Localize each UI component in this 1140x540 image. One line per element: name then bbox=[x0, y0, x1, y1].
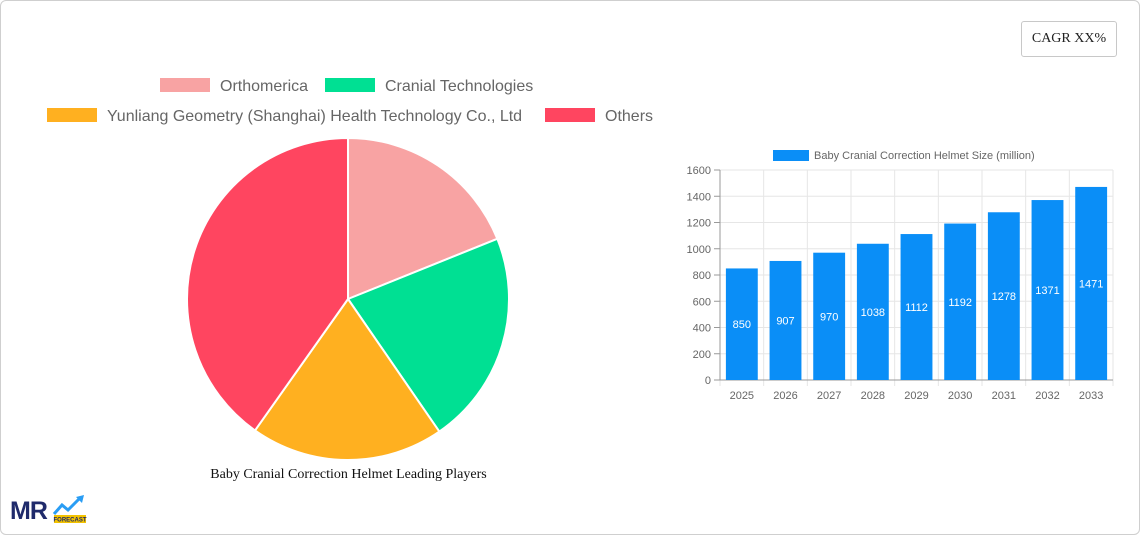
bar-data-label: 1371 bbox=[1035, 285, 1059, 297]
x-tick-label: 2027 bbox=[817, 390, 841, 402]
bar-chart: Baby Cranial Correction Helmet Size (mil… bbox=[687, 150, 1114, 402]
x-tick-label: 2025 bbox=[730, 390, 754, 402]
logo-icon: MR FORECAST bbox=[10, 495, 87, 525]
legend-label[interactable]: Orthomerica bbox=[220, 78, 308, 95]
bar[interactable] bbox=[1031, 200, 1064, 380]
legend-label[interactable]: Others bbox=[605, 108, 653, 125]
bar[interactable] bbox=[944, 223, 977, 380]
legend-label[interactable]: Cranial Technologies bbox=[385, 78, 533, 95]
y-tick-label: 200 bbox=[693, 349, 711, 361]
bar-data-label: 907 bbox=[776, 315, 794, 327]
bar-data-label: 1192 bbox=[948, 297, 972, 309]
logo-badge bbox=[54, 515, 86, 523]
legend-label[interactable]: Yunliang Geometry (Shanghai) Health Tech… bbox=[107, 108, 522, 125]
bar-data-label: 970 bbox=[820, 311, 838, 323]
pie-slice[interactable] bbox=[347, 136, 499, 301]
y-tick-label: 0 bbox=[705, 375, 711, 387]
logo-arrow-head bbox=[76, 495, 84, 503]
bar[interactable] bbox=[769, 260, 802, 380]
bar[interactable] bbox=[987, 212, 1020, 380]
cagr-badge: CAGR XX% bbox=[1021, 21, 1117, 57]
y-tick-label: 1000 bbox=[687, 244, 711, 256]
x-tick-label: 2026 bbox=[773, 390, 797, 402]
bar-data-label: 1038 bbox=[861, 307, 885, 319]
bar[interactable] bbox=[900, 234, 933, 380]
y-tick-label: 400 bbox=[693, 323, 711, 335]
brand-logo: MR FORECAST bbox=[10, 494, 90, 531]
logo-subtext: FORECAST bbox=[54, 518, 87, 524]
legend-swatch[interactable] bbox=[47, 108, 97, 122]
bar-data-label: 1278 bbox=[992, 291, 1016, 303]
x-tick-label: 2032 bbox=[1035, 390, 1059, 402]
bar-legend-label[interactable]: Baby Cranial Correction Helmet Size (mil… bbox=[814, 150, 1035, 162]
pie-slice[interactable] bbox=[253, 297, 441, 461]
bar-legend: Baby Cranial Correction Helmet Size (mil… bbox=[773, 150, 1035, 162]
x-tick-label: 2028 bbox=[861, 390, 885, 402]
pie-slices bbox=[186, 136, 510, 461]
y-tick-label: 1200 bbox=[687, 218, 711, 230]
logo-arrow-line bbox=[52, 496, 82, 515]
bar[interactable] bbox=[725, 268, 758, 380]
bar-legend-swatch[interactable] bbox=[773, 150, 809, 161]
bar[interactable] bbox=[813, 252, 846, 380]
logo-text: MR bbox=[10, 497, 48, 525]
x-tick-label: 2029 bbox=[904, 390, 928, 402]
pie-slice[interactable] bbox=[346, 237, 510, 433]
y-tick-label: 800 bbox=[693, 270, 711, 282]
legend-swatch[interactable] bbox=[160, 78, 210, 92]
x-tick-label: 2030 bbox=[948, 390, 972, 402]
bar-data-label: 1112 bbox=[905, 302, 928, 314]
pie-chart: Orthomerica Cranial Technologies Yunliang … bbox=[47, 78, 653, 461]
bar-data-label: 850 bbox=[733, 319, 751, 331]
bar-marks: 850 907 970 1038 1112 1192 1278 1371 1471 bbox=[725, 186, 1108, 380]
y-tick-label: 600 bbox=[693, 296, 711, 308]
legend-swatch[interactable] bbox=[325, 78, 375, 92]
x-tick-label: 2033 bbox=[1079, 390, 1103, 402]
pie-slice[interactable] bbox=[186, 136, 349, 432]
x-tick-label: 2031 bbox=[992, 390, 1016, 402]
y-tick-label: 1400 bbox=[687, 191, 711, 203]
pie-legend: Orthomerica Cranial Technologies Yunliang … bbox=[47, 78, 653, 125]
legend-swatch[interactable] bbox=[545, 108, 595, 122]
pie-title: Baby Cranial Correction Helmet Leading P… bbox=[210, 467, 487, 482]
y-tick-label: 1600 bbox=[687, 165, 711, 177]
bar[interactable] bbox=[856, 243, 889, 380]
bar[interactable] bbox=[1075, 186, 1108, 380]
bar-data-label: 1471 bbox=[1079, 278, 1103, 290]
